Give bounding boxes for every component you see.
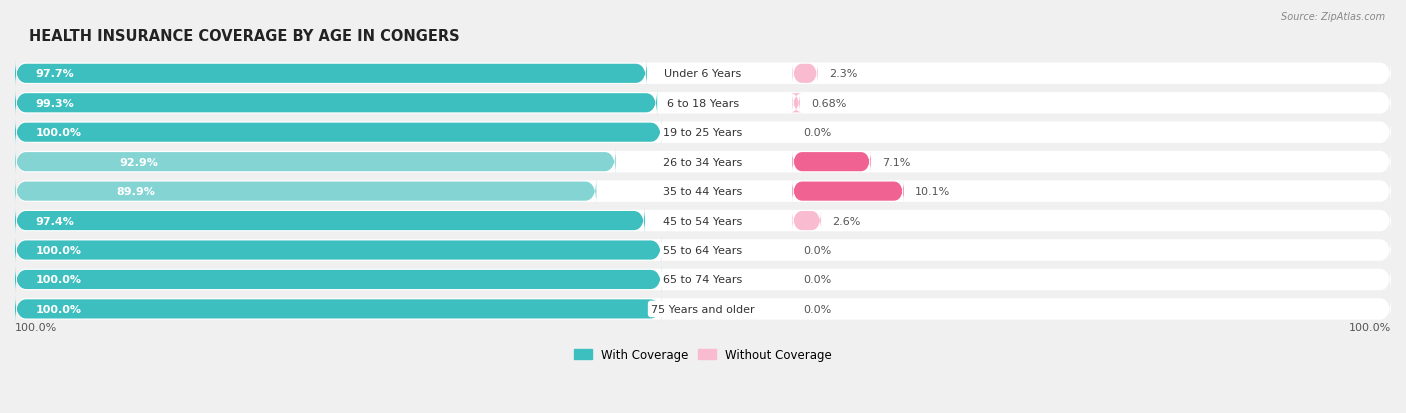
- Text: 97.4%: 97.4%: [35, 216, 75, 226]
- FancyBboxPatch shape: [15, 295, 662, 323]
- Text: 100.0%: 100.0%: [15, 323, 58, 332]
- FancyBboxPatch shape: [15, 208, 1391, 234]
- FancyBboxPatch shape: [15, 207, 645, 235]
- FancyBboxPatch shape: [15, 179, 1391, 204]
- FancyBboxPatch shape: [793, 180, 904, 203]
- Text: 100.0%: 100.0%: [35, 245, 82, 255]
- FancyBboxPatch shape: [15, 120, 1391, 146]
- Text: 0.0%: 0.0%: [803, 275, 832, 285]
- Text: 0.0%: 0.0%: [803, 304, 832, 314]
- Text: 89.9%: 89.9%: [115, 187, 155, 197]
- Text: 55 to 64 Years: 55 to 64 Years: [664, 245, 742, 255]
- Text: 0.0%: 0.0%: [803, 128, 832, 138]
- Text: Under 6 Years: Under 6 Years: [665, 69, 741, 79]
- Text: 45 to 54 Years: 45 to 54 Years: [664, 216, 742, 226]
- FancyBboxPatch shape: [15, 119, 662, 147]
- FancyBboxPatch shape: [15, 148, 616, 176]
- Legend: With Coverage, Without Coverage: With Coverage, Without Coverage: [569, 344, 837, 366]
- FancyBboxPatch shape: [15, 60, 647, 88]
- FancyBboxPatch shape: [790, 93, 801, 114]
- FancyBboxPatch shape: [15, 266, 662, 294]
- FancyBboxPatch shape: [15, 91, 1391, 116]
- Text: 100.0%: 100.0%: [35, 128, 82, 138]
- FancyBboxPatch shape: [15, 297, 1391, 322]
- Text: 2.3%: 2.3%: [828, 69, 858, 79]
- FancyBboxPatch shape: [793, 210, 821, 232]
- Text: 100.0%: 100.0%: [35, 275, 82, 285]
- Text: 92.9%: 92.9%: [120, 157, 157, 167]
- Text: HEALTH INSURANCE COVERAGE BY AGE IN CONGERS: HEALTH INSURANCE COVERAGE BY AGE IN CONG…: [28, 29, 460, 44]
- FancyBboxPatch shape: [15, 237, 1391, 263]
- Text: 100.0%: 100.0%: [1348, 323, 1391, 332]
- Text: 10.1%: 10.1%: [915, 187, 950, 197]
- Text: 0.68%: 0.68%: [811, 99, 846, 109]
- Text: 6 to 18 Years: 6 to 18 Years: [666, 99, 740, 109]
- Text: 75 Years and older: 75 Years and older: [651, 304, 755, 314]
- Text: 2.6%: 2.6%: [832, 216, 860, 226]
- Text: 65 to 74 Years: 65 to 74 Years: [664, 275, 742, 285]
- FancyBboxPatch shape: [15, 178, 596, 206]
- FancyBboxPatch shape: [15, 62, 1391, 87]
- Text: 19 to 25 Years: 19 to 25 Years: [664, 128, 742, 138]
- FancyBboxPatch shape: [15, 150, 1391, 175]
- FancyBboxPatch shape: [793, 151, 870, 173]
- FancyBboxPatch shape: [15, 90, 657, 117]
- Text: 99.3%: 99.3%: [35, 99, 75, 109]
- FancyBboxPatch shape: [793, 63, 818, 85]
- Text: 7.1%: 7.1%: [882, 157, 910, 167]
- Text: Source: ZipAtlas.com: Source: ZipAtlas.com: [1281, 12, 1385, 22]
- FancyBboxPatch shape: [15, 237, 662, 264]
- Text: 35 to 44 Years: 35 to 44 Years: [664, 187, 742, 197]
- Text: 97.7%: 97.7%: [35, 69, 75, 79]
- FancyBboxPatch shape: [15, 267, 1391, 292]
- Text: 26 to 34 Years: 26 to 34 Years: [664, 157, 742, 167]
- Text: 0.0%: 0.0%: [803, 245, 832, 255]
- Text: 100.0%: 100.0%: [35, 304, 82, 314]
